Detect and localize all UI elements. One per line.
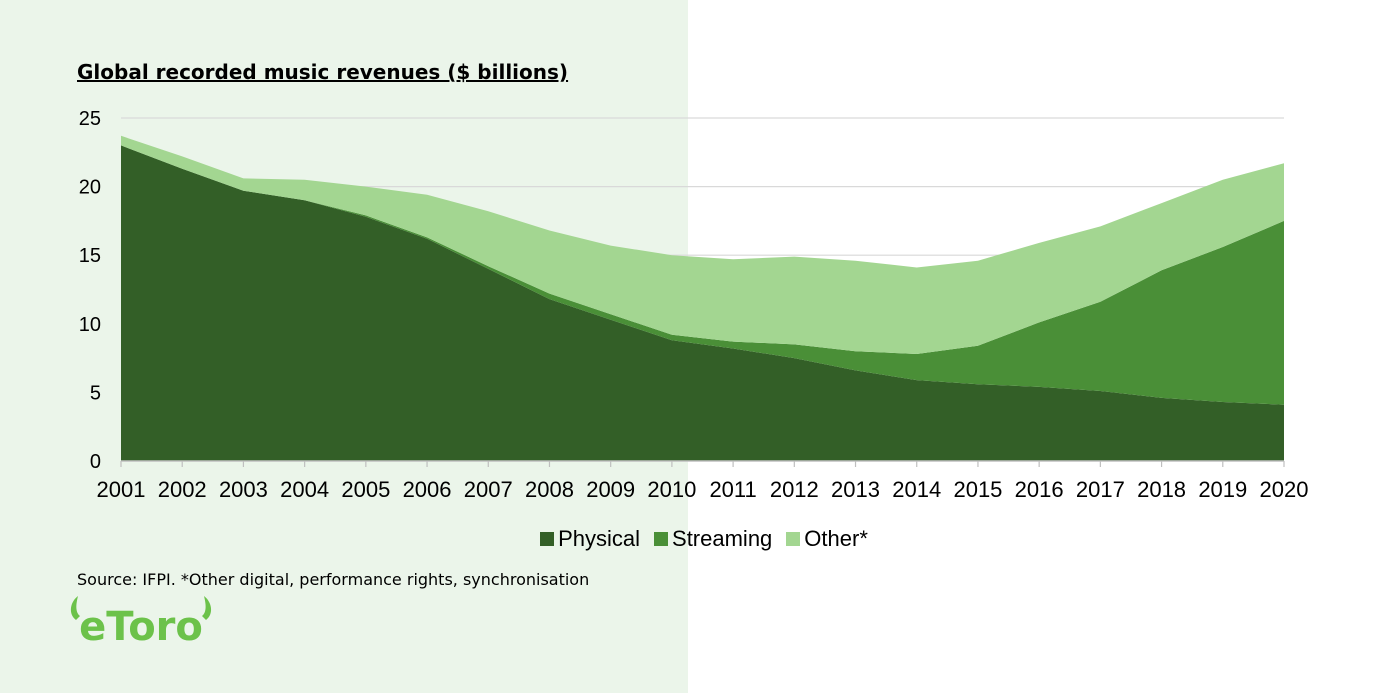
y-tick-label-5: 5	[90, 382, 101, 404]
x-tick-label-2001: 2001	[97, 477, 146, 502]
area-series-streaming	[121, 145, 1284, 405]
x-tick-label-2013: 2013	[831, 477, 880, 502]
x-tick-label-2005: 2005	[341, 477, 390, 502]
y-tick-label-20: 20	[79, 177, 101, 199]
y-tick-label-25: 25	[79, 108, 101, 130]
y-tick-label-10: 10	[79, 314, 101, 336]
x-tick-label-2011: 2011	[709, 477, 756, 502]
x-tick-label-2012: 2012	[770, 477, 819, 502]
legend-label-other: Other*	[804, 526, 868, 551]
x-tick-label-2020: 2020	[1260, 477, 1309, 502]
source-note: Source: IFPI. *Other digital, performanc…	[77, 570, 590, 589]
x-tick-label-2015: 2015	[953, 477, 1002, 502]
legend-swatch-physical	[540, 532, 555, 546]
x-tick-label-2009: 2009	[586, 477, 635, 502]
x-tick-label-2007: 2007	[464, 477, 513, 502]
logo-wordmark: eToro	[79, 604, 203, 650]
legend-swatch-other	[786, 532, 801, 546]
area-series-other	[121, 135, 1284, 354]
legend-swatch-streaming	[654, 532, 669, 546]
legend-label-physical: Physical	[558, 526, 641, 551]
y-tick-label-0: 0	[90, 451, 101, 473]
x-tick-label-2016: 2016	[1015, 477, 1064, 502]
x-tick-label-2003: 2003	[219, 477, 268, 502]
chart-legend: Physical Streaming Other*	[0, 526, 1388, 552]
area-series-physical	[121, 145, 1284, 461]
x-tick-label-2002: 2002	[158, 477, 207, 502]
legend-item-streaming: Streaming	[654, 526, 772, 552]
legend-item-physical: Physical	[540, 526, 640, 552]
legend-label-streaming: Streaming	[672, 526, 773, 551]
x-tick-label-2017: 2017	[1076, 477, 1125, 502]
y-tick-label-15: 15	[79, 245, 101, 267]
x-tick-label-2008: 2008	[525, 477, 574, 502]
legend-item-other: Other*	[786, 526, 868, 552]
x-tick-label-2019: 2019	[1198, 477, 1247, 502]
x-tick-label-2014: 2014	[892, 477, 941, 502]
etoro-logo: eToro	[70, 596, 212, 650]
x-tick-label-2018: 2018	[1137, 477, 1186, 502]
x-tick-label-2010: 2010	[647, 477, 696, 502]
chart-title: Global recorded music revenues ($ billio…	[77, 60, 569, 84]
x-tick-label-2004: 2004	[280, 477, 329, 502]
x-tick-label-2006: 2006	[403, 477, 452, 502]
etoro-bull-horns-logo: eToro	[70, 596, 212, 650]
